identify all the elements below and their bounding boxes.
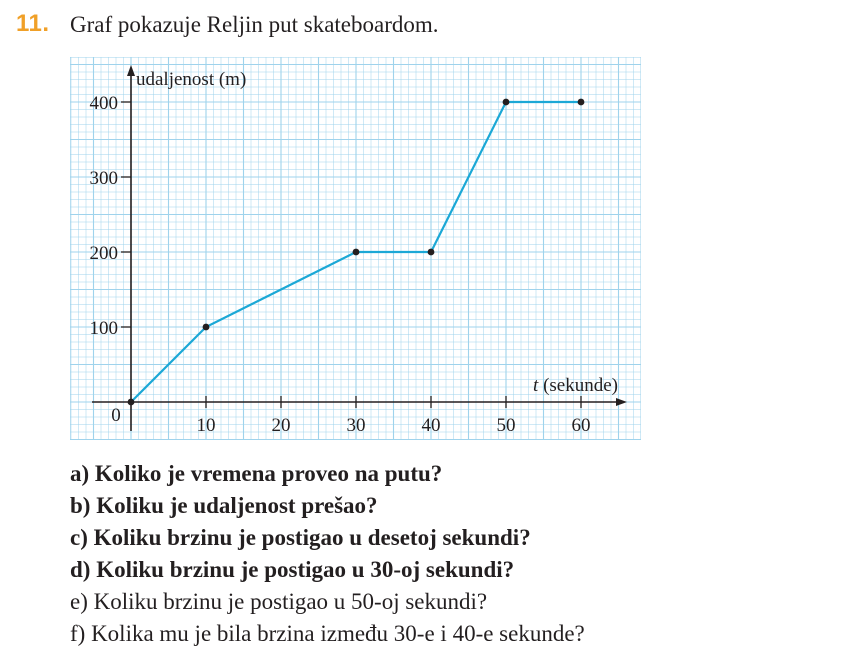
y-tick-label: 200 <box>90 243 119 264</box>
x-tick-label: 60 <box>572 415 591 436</box>
y-axis-label: udaljenost (m) <box>136 69 246 90</box>
data-point <box>502 98 510 106</box>
x-tick-label: 10 <box>197 415 216 436</box>
chart-ticks: 10 20 30 40 50 60 100 200 300 400 <box>90 93 591 436</box>
question-d: d) Koliku brzinu je postigao u 30-oj sek… <box>70 557 515 582</box>
chart-points <box>127 98 585 406</box>
chart-line <box>130 100 581 403</box>
chart-axes <box>92 65 627 431</box>
data-point <box>202 323 210 331</box>
data-point <box>127 398 135 406</box>
question-e: e) Koliku brzinu je postigao u 50-oj sek… <box>70 589 488 614</box>
origin-label: 0 <box>111 405 121 426</box>
y-tick-label: 100 <box>90 318 119 339</box>
y-tick-label: 300 <box>90 168 119 189</box>
x-axis-label-unit: (sekunde) <box>538 375 618 396</box>
x-tick-label: 20 <box>272 415 291 436</box>
data-point <box>577 98 585 106</box>
distance-time-chart: 10 20 30 40 50 60 100 200 300 400 udaljenost (m) … <box>70 57 641 440</box>
chart-labels: udaljenost (m) t (sekunde) 0 <box>111 69 618 426</box>
chart-svg: 10 20 30 40 50 60 100 200 300 400 udaljenost (m) … <box>70 57 641 440</box>
question-f: f) Kolika mu je bila brzina između 30-e … <box>70 621 585 646</box>
y-tick-label: 400 <box>90 93 119 114</box>
distance-series-line <box>130 100 581 403</box>
task-number: 11. <box>16 10 50 37</box>
question-c: c) Koliku brzinu je postigao u desetoj s… <box>70 525 531 550</box>
question-a: a) Koliko je vremena proveo na putu? <box>70 461 443 486</box>
y-axis-arrow <box>127 65 135 76</box>
question-b: b) Koliku je udaljenost prešao? <box>70 493 378 518</box>
task-title: Graf pokazuje Reljin put skateboardom. <box>70 12 439 37</box>
question-list: a) Koliko je vremena proveo na putu? b) … <box>70 458 585 650</box>
data-point <box>352 248 360 256</box>
x-tick-label: 30 <box>347 415 366 436</box>
x-axis-label: t (sekunde) <box>533 375 618 396</box>
data-point <box>427 248 435 256</box>
x-axis-arrow <box>616 398 627 406</box>
x-tick-label: 40 <box>422 415 441 436</box>
x-tick-label: 50 <box>497 415 516 436</box>
x-axis-label-variable: t <box>533 375 539 396</box>
